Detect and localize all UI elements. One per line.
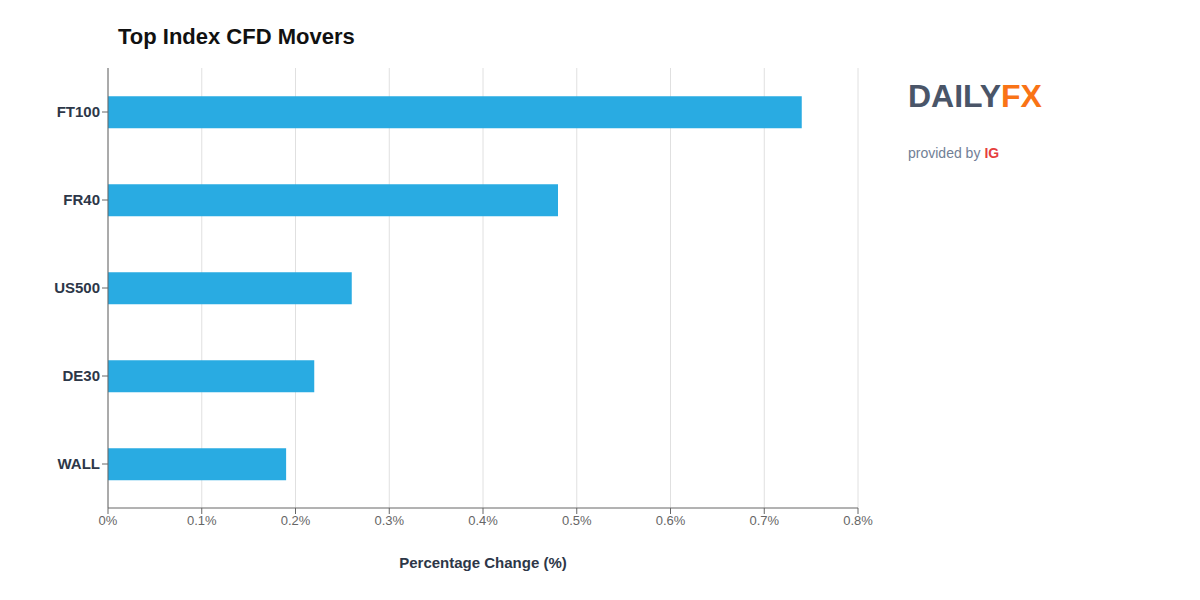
svg-text:0.4%: 0.4% <box>468 513 498 528</box>
html-text:Top Index CFD Movers: Top Index CFD Movers <box>118 24 355 49</box>
svg-text:0.2%: 0.2% <box>281 513 311 528</box>
svg-text:0.7%: 0.7% <box>749 513 779 528</box>
svg-text:0.8%: 0.8% <box>843 513 873 528</box>
svg-text:FT100: FT100 <box>57 103 100 120</box>
svg-text:US500: US500 <box>54 279 100 296</box>
svg-text:WALL: WALL <box>58 455 101 472</box>
svg-text:0.1%: 0.1% <box>187 513 217 528</box>
svg-text:0.6%: 0.6% <box>656 513 686 528</box>
svg-text:DE30: DE30 <box>62 367 100 384</box>
svg-text:FR40: FR40 <box>63 191 100 208</box>
svg-text:0%: 0% <box>99 513 118 528</box>
svg-text:0.3%: 0.3% <box>374 513 404 528</box>
html-text:DAILY FX: DAILY FX <box>908 78 1042 114</box>
svg-text:Percentage Change (%): Percentage Change (%) <box>399 554 567 571</box>
html-text:provided by IG: provided by IG <box>908 145 1000 161</box>
svg-text:0.5%: 0.5% <box>562 513 592 528</box>
